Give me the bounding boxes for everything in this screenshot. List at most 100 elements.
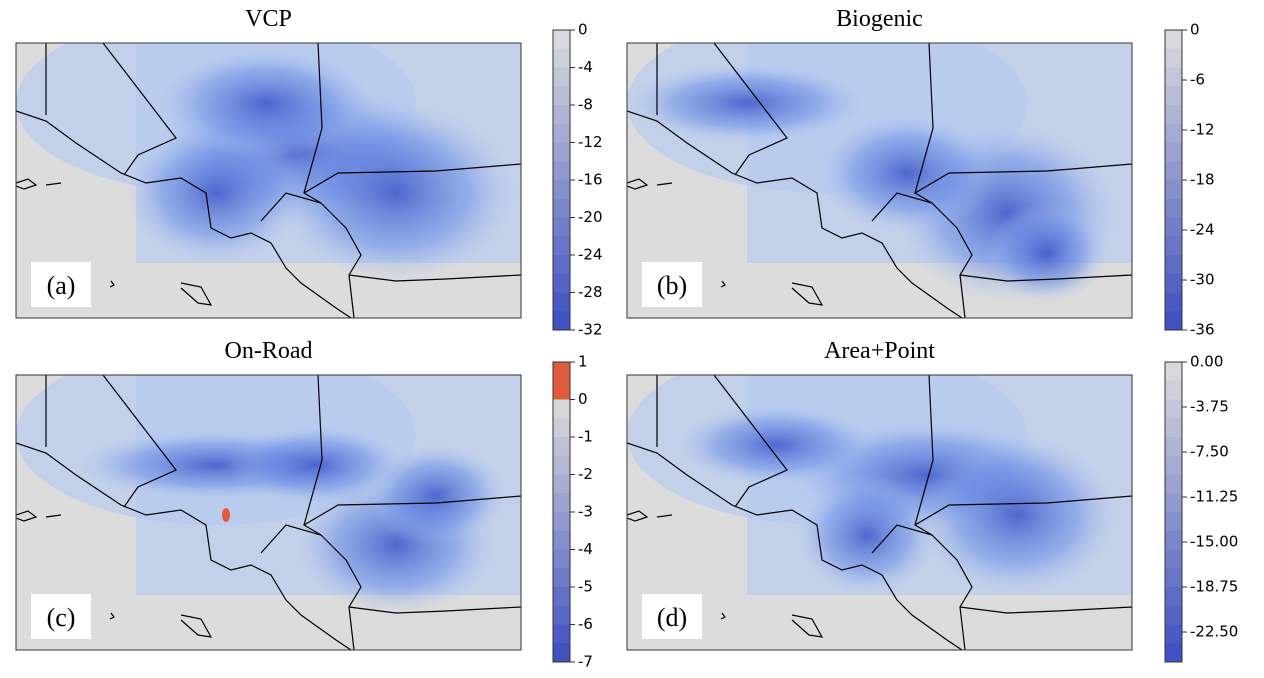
colorbar-band bbox=[553, 30, 570, 50]
colorbar-tick-label: -12 bbox=[578, 133, 603, 151]
panel-title: VCP bbox=[245, 6, 292, 32]
colorbar-tick-label: -15.00 bbox=[1190, 533, 1238, 551]
colorbar-band bbox=[553, 605, 570, 625]
panel-label: (d) bbox=[657, 603, 687, 632]
colorbar-frame bbox=[1164, 361, 1183, 663]
map bbox=[627, 43, 1132, 318]
colorbar-band bbox=[553, 399, 570, 419]
colorbar-band bbox=[1165, 380, 1182, 400]
panel-label: (b) bbox=[657, 271, 687, 300]
emission-area bbox=[126, 123, 306, 263]
colorbar-tick-label: -4 bbox=[578, 58, 593, 76]
colorbar-band bbox=[553, 255, 570, 275]
colorbar-tick-label: -2 bbox=[578, 465, 593, 483]
colorbar-tick-label: -3.75 bbox=[1190, 398, 1229, 416]
colorbar-band bbox=[553, 123, 570, 143]
emission-area bbox=[366, 445, 506, 545]
colorbar-tick-label: -7.50 bbox=[1190, 443, 1229, 461]
colorbar-tick-label: -6 bbox=[1190, 71, 1205, 89]
colorbar-tick-label: -16 bbox=[578, 171, 603, 189]
colorbar-tick-label: -32 bbox=[578, 321, 603, 339]
colorbar-band bbox=[1165, 86, 1182, 106]
colorbar-tick-label: -24 bbox=[578, 246, 603, 264]
colorbar-band bbox=[1165, 292, 1182, 312]
colorbar-band bbox=[553, 236, 570, 256]
map-frame bbox=[15, 374, 522, 651]
colorbar-band bbox=[1165, 455, 1182, 475]
label-box bbox=[642, 594, 702, 639]
map-frame bbox=[626, 42, 1133, 319]
colorbar-tick-label: -30 bbox=[1190, 271, 1215, 289]
colorbar-band bbox=[553, 161, 570, 181]
colorbar-band bbox=[553, 311, 570, 331]
colorbar-tick-label: 0.00 bbox=[1190, 353, 1223, 371]
colorbar-band bbox=[1165, 273, 1182, 293]
map bbox=[16, 43, 521, 318]
map bbox=[627, 375, 1132, 650]
colorbar-band bbox=[1165, 643, 1182, 663]
colorbar-band bbox=[1165, 587, 1182, 607]
panel: On-Road (c) 1 0 -1 -2 -3 -4 -5 -6 -7 bbox=[15, 338, 593, 671]
colorbar-band bbox=[1165, 549, 1182, 569]
emission-area bbox=[276, 103, 516, 283]
colorbar-tick-label: -20 bbox=[578, 208, 603, 226]
colorbar-band bbox=[553, 380, 570, 400]
colorbar-band bbox=[553, 474, 570, 494]
colorbar-band bbox=[1165, 123, 1182, 143]
emission-area bbox=[226, 425, 406, 505]
colorbar-band bbox=[553, 493, 570, 513]
colorbar-band bbox=[1165, 67, 1182, 87]
colorbar-band bbox=[553, 198, 570, 218]
colorbar-band bbox=[553, 292, 570, 312]
colorbar-band bbox=[553, 624, 570, 644]
colorbar-band bbox=[553, 418, 570, 438]
colorbar-band bbox=[1165, 362, 1182, 382]
colorbar-tick-label: -1 bbox=[578, 428, 593, 446]
colorbar-band bbox=[1165, 512, 1182, 532]
colorbar-band bbox=[553, 587, 570, 607]
colorbar-tick-label: -11.25 bbox=[1190, 488, 1238, 506]
colorbar-band bbox=[1165, 399, 1182, 419]
hotspot bbox=[222, 508, 230, 522]
colorbar-tick-label: 0 bbox=[578, 390, 588, 408]
colorbar-band bbox=[1165, 437, 1182, 457]
colorbar-band bbox=[1165, 48, 1182, 68]
map-frame bbox=[626, 374, 1133, 651]
colorbar-tick-label: -6 bbox=[578, 615, 593, 633]
colorbar-band bbox=[553, 67, 570, 87]
colorbar-band bbox=[1165, 217, 1182, 237]
colorbar-band bbox=[1165, 605, 1182, 625]
colorbar-tick-label: 0 bbox=[578, 21, 588, 39]
colorbar-band bbox=[1165, 493, 1182, 513]
colorbar-band bbox=[553, 86, 570, 106]
colorbar-band bbox=[1165, 624, 1182, 644]
colorbar-band bbox=[1165, 161, 1182, 181]
colorbar-band bbox=[553, 180, 570, 200]
colorbar-band bbox=[553, 530, 570, 550]
map bbox=[16, 375, 521, 650]
colorbar-band bbox=[553, 105, 570, 125]
panel: Biogenic (b) 0 -6 -12 -18 -24 -30 -36 bbox=[626, 6, 1215, 339]
colorbar-band bbox=[553, 568, 570, 588]
colorbar-tick-label: -18 bbox=[1190, 171, 1215, 189]
label-box bbox=[31, 594, 91, 639]
colorbar-tick-label: -5 bbox=[578, 578, 593, 596]
colorbar-band bbox=[1165, 105, 1182, 125]
colorbar-band bbox=[553, 512, 570, 532]
colorbar-tick-label: -4 bbox=[578, 540, 593, 558]
panel-label: (a) bbox=[47, 271, 76, 300]
colorbar-band bbox=[1165, 474, 1182, 494]
colorbar-band bbox=[1165, 530, 1182, 550]
colorbar-tick-label: -28 bbox=[578, 283, 603, 301]
panel: VCP (a) 0 -4 -8 -12 -16 -20 -24 -28 -32 bbox=[15, 6, 603, 339]
panel-title: On-Road bbox=[225, 338, 313, 364]
panel: Area+Point (d) 0.00 -3.75 -7.50 -11.25 -15.00 -… bbox=[626, 338, 1238, 663]
colorbar-band bbox=[553, 437, 570, 457]
panel-label: (c) bbox=[47, 603, 76, 632]
emission-area bbox=[917, 435, 1117, 595]
panel-title: Area+Point bbox=[824, 338, 935, 364]
emission-area bbox=[627, 63, 867, 143]
colorbar-tick-label: -18.75 bbox=[1190, 578, 1238, 596]
panel-title: Biogenic bbox=[836, 6, 923, 32]
